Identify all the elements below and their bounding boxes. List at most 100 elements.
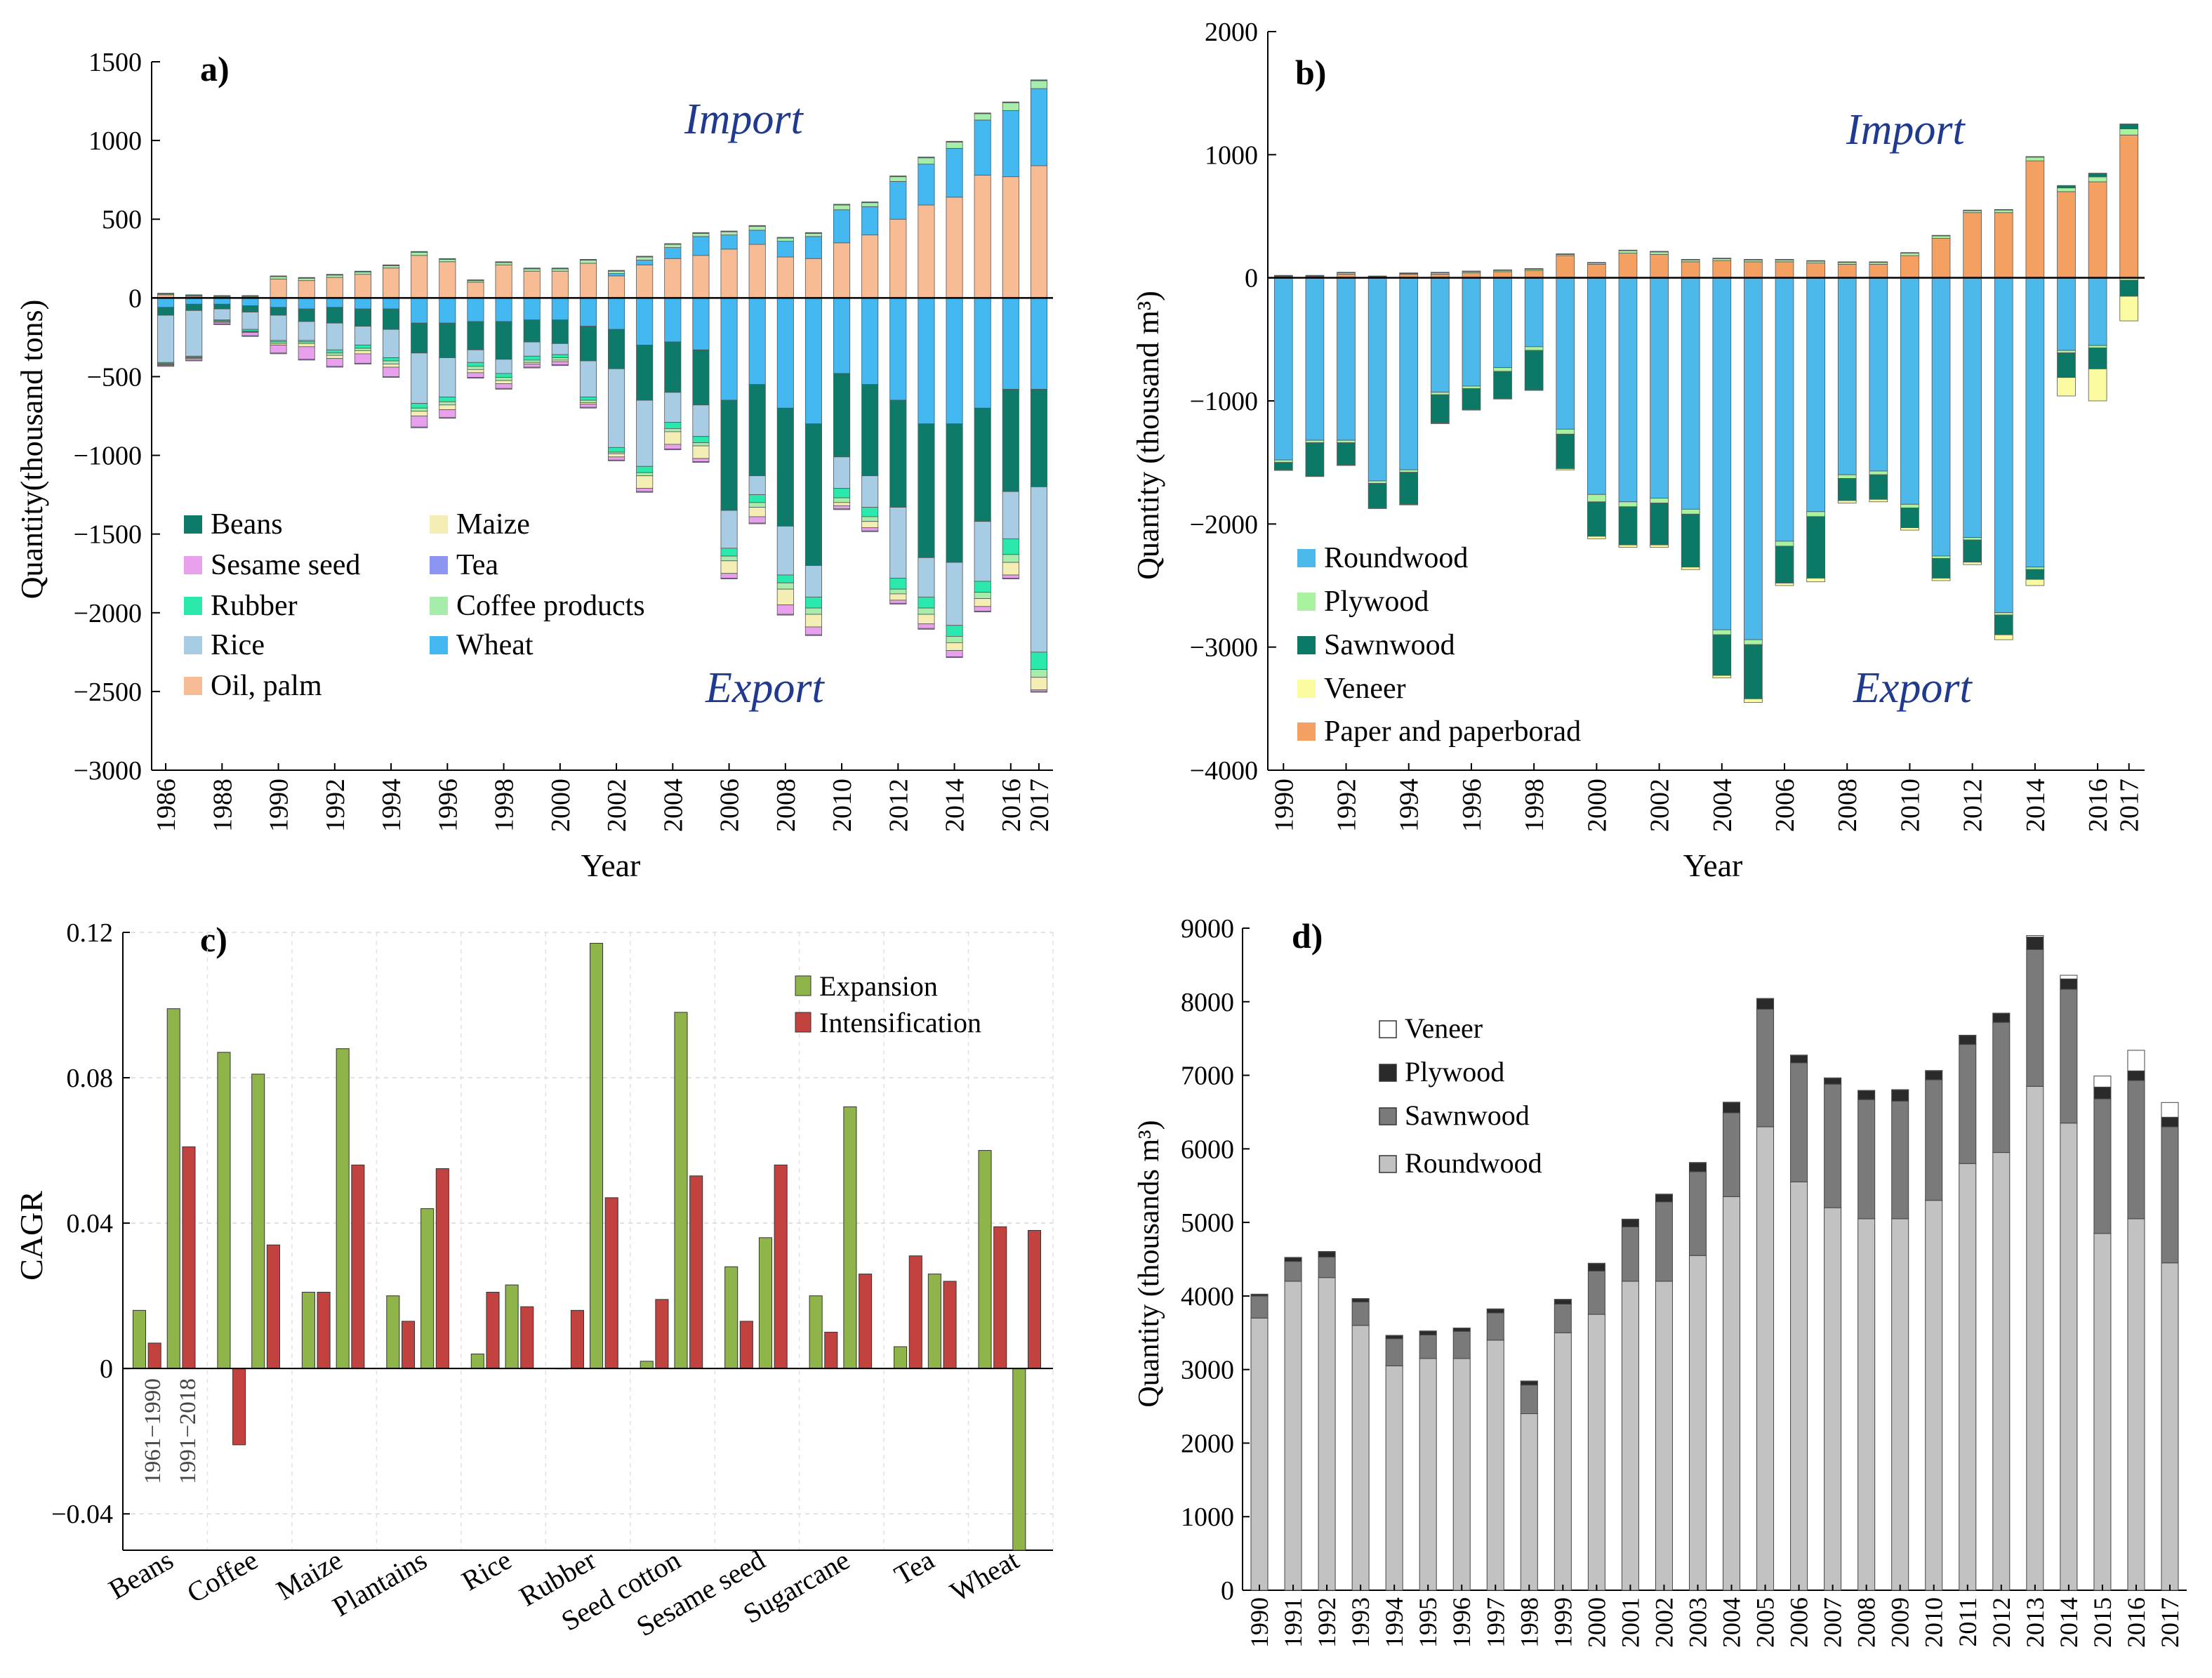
- panel-b-legend-swatch-paper-and-paperborad: [1297, 722, 1316, 741]
- panel-b-export-bar-roundwood-1998: [1524, 277, 1544, 348]
- panel-a-import-bar-coffee-products-2004: [664, 244, 682, 248]
- panel-c-bar-intensification-beans-2: [182, 1146, 196, 1369]
- panel-b-export-bar-plywood-1990: [1273, 459, 1293, 463]
- panel-a-x-tick-label: 2002: [602, 779, 632, 832]
- panel-a-export-bar-wheat-2010: [833, 297, 851, 374]
- panel-b-legend-label: Roundwood: [1324, 542, 1468, 574]
- panel-a-export-bar-tea-2000: [551, 364, 569, 366]
- panel-b-export-bar-roundwood-2000: [1587, 277, 1606, 495]
- panel-a-import-bar-wheat-2017: [1030, 88, 1047, 166]
- panel-b-import-bar-sawnwood-1995: [1431, 272, 1450, 274]
- panel-a-legend-swatch-coffee-products: [430, 597, 448, 615]
- panel-a-export-bar-rubber-2006: [720, 548, 738, 557]
- panel-a-export-bar-tea-1993: [354, 362, 371, 364]
- panel-a-export-bar-beans-1999: [523, 319, 541, 343]
- panel-a-export-bar-beans-2011: [861, 384, 879, 477]
- panel-a-export-bar-rubber-2003: [636, 465, 654, 473]
- panel-d-bar-roundwood-2017: [2161, 1262, 2179, 1591]
- panel-b-import-bar-sawnwood-2008: [1837, 261, 1857, 263]
- panel-b-export-bar-plywood-1992: [1337, 440, 1356, 444]
- panel-b-export-bar-roundwood-2010: [1900, 277, 1919, 505]
- panel-b-export-bar-veneer-2001: [1618, 544, 1638, 548]
- panel-b-import-annotation: Import: [1846, 106, 1966, 154]
- panel-a-import-bar-coffee-products-2012: [889, 176, 907, 182]
- panel-a-export-bar-wheat-2015: [974, 297, 991, 409]
- panel-a-import-bar-oil-palm-2011: [861, 234, 879, 298]
- panel-a-x-tick-label: 1988: [208, 779, 237, 832]
- panel-b-export-bar-roundwood-1992: [1337, 277, 1356, 441]
- panel-b-export-bar-plywood-2003: [1681, 508, 1700, 515]
- panel-a-export-bar-wheat-2008: [776, 297, 794, 409]
- panel-a-import-bar-oil-palm-2005: [692, 255, 710, 298]
- panel-a-import-bar-beans-2015: [974, 112, 991, 114]
- panel-a-import-bar-beans-1993: [354, 270, 371, 272]
- panel-b-import-bar-sawnwood-1999: [1556, 253, 1575, 255]
- panel-a-export-bar-sesame-seed-2007: [748, 516, 766, 524]
- panel-c-y-tick-label: 0.04: [67, 1209, 114, 1238]
- panel-a-export-bar-rice-2013: [918, 557, 935, 597]
- panel-a-export-bar-sesame-seed-1992: [326, 358, 343, 367]
- panel-a-export-bar-sesame-seed-2003: [636, 488, 654, 492]
- panel-b-export-bar-plywood-1994: [1399, 469, 1419, 473]
- panel-d-bar-sawnwood-2009: [1891, 1100, 1909, 1220]
- panel-d-bar-plywood-2000: [1587, 1263, 1605, 1271]
- panel-b-legend-swatch-plywood: [1297, 593, 1316, 611]
- panel-a-legend-swatch-oil-palm: [184, 677, 202, 695]
- panel-b-export-bar-sawnwood-1991: [1305, 442, 1325, 477]
- panel-a-export-bar-tea-2007: [748, 522, 766, 524]
- panel-d-legend-swatch-plywood: [1379, 1064, 1397, 1082]
- panel-b-import-bar-sawnwood-2003: [1681, 258, 1700, 260]
- panel-b-export-bar-sawnwood-2001: [1618, 506, 1638, 546]
- panel-b-y-tick-label: −2000: [1190, 510, 1258, 539]
- panel-d-bar-roundwood-2009: [1891, 1218, 1909, 1591]
- panel-d-x-tick-label: 2010: [1920, 1597, 1948, 1648]
- panel-b-export-bar-veneer-2013: [1994, 634, 2013, 640]
- panel-b-export-bar-plywood-2001: [1618, 501, 1638, 508]
- panel-b-export-bar-plywood-1998: [1524, 346, 1544, 351]
- panel-c-legend-swatch-expansion: [795, 975, 812, 996]
- panel-a-import-bar-beans-2014: [946, 140, 963, 143]
- panel-a-export-bar-beans-2009: [804, 423, 822, 566]
- panel-a-import-bar-coffee-products-1990: [270, 276, 287, 279]
- panel-b-export-bar-sawnwood-1997: [1493, 371, 1512, 399]
- panel-b-import-bar-sawnwood-2013: [1994, 209, 2013, 211]
- panel-a-export-bar-rubber-1992: [326, 349, 343, 354]
- panel-a-export-bar-coffee-products-2001: [579, 399, 597, 403]
- panel-a-export-bar-wheat-1998: [495, 297, 512, 322]
- panel-a-export-bar-rice-2007: [748, 475, 766, 496]
- panel-a-export-bar-tea-2010: [833, 508, 851, 510]
- panel-a-export-bar-beans-2003: [636, 345, 654, 401]
- panel-a-export-bar-tea-2008: [776, 614, 794, 616]
- panel-a-export-bar-rice-2008: [776, 526, 794, 576]
- panel-b-export-bar-sawnwood-2015: [2057, 352, 2076, 378]
- panel-a-export-bar-sesame-seed-1995: [411, 416, 428, 428]
- panel-a-import-bar-beans-1991: [298, 277, 315, 279]
- panel-c-y-tick-label: −0.04: [51, 1500, 113, 1529]
- panel-a-export-bar-coffee-products-2007: [748, 502, 766, 508]
- panel-a-export-bar-rice-1991: [298, 321, 315, 341]
- panel-a-y-tick-label: 1500: [88, 48, 142, 77]
- panel-a-export-bar-beans-2000: [551, 319, 569, 344]
- panel-a-export-bar-rice-2017: [1030, 487, 1047, 653]
- panel-c-bar-expansion-rice-2: [505, 1284, 519, 1369]
- panel-c-bar-expansion-sesame-seed-1: [724, 1266, 739, 1369]
- panel-b-import-bar-paper-and-paperborad-2006: [1775, 261, 1794, 279]
- panel-a-export-bar-tea-1990: [270, 352, 287, 355]
- panel-a-export-bar-coffee-products-2013: [918, 607, 935, 615]
- panel-b-import-bar-sawnwood-1994: [1399, 272, 1419, 274]
- panel-b-export-bar-plywood-1999: [1556, 428, 1575, 435]
- panel-c-bar-expansion-rice-1: [470, 1353, 484, 1369]
- panel-a-import-bar-coffee-products-2008: [776, 237, 794, 242]
- panel-a-import-bar-oil-palm-2013: [918, 204, 935, 298]
- panel-a-export-bar-wheat-2004: [664, 297, 682, 343]
- panel-b-export-bar-plywood-2006: [1775, 541, 1794, 547]
- panel-b-export-bar-roundwood-1997: [1493, 277, 1512, 369]
- panel-b-export-bar-veneer-1997: [1493, 398, 1512, 399]
- panel-a-import-bar-wheat-2003: [636, 260, 654, 265]
- panel-b-legend-swatch-veneer: [1297, 680, 1316, 698]
- panel-a-import-bar-beans-2002: [608, 270, 625, 272]
- panel-a-export-bar-maize-2016: [1002, 562, 1019, 576]
- panel-a-export-bar-beans-2015: [974, 407, 991, 522]
- panel-a-export-bar-tea-2012: [889, 602, 907, 605]
- panel-a-import-bar-coffee-products-1993: [354, 271, 371, 275]
